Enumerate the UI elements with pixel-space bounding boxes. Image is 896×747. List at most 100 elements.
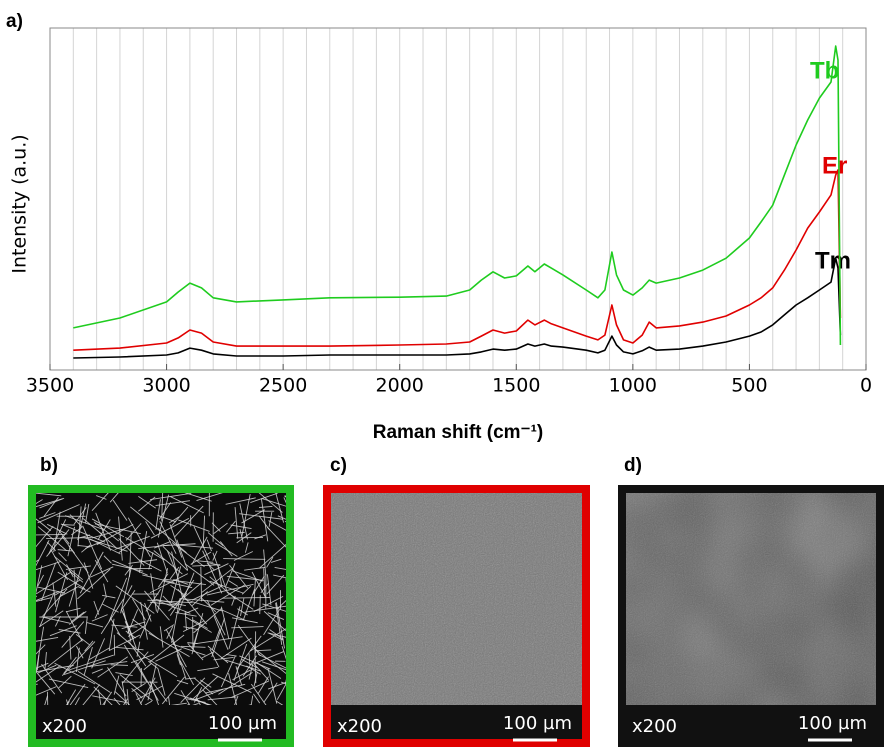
fiber [183,582,203,599]
fiber [68,654,114,671]
series-line [73,257,842,359]
fiber [228,673,238,705]
fiber [149,573,189,594]
fiber [36,518,52,532]
fiber [207,532,224,546]
fiber [248,653,251,666]
fiber [162,546,188,571]
fiber [131,687,143,699]
fiber [36,559,40,563]
fiber [170,506,189,527]
x-tick-label: 2500 [259,375,307,397]
fiber [143,656,178,677]
fiber [217,565,223,586]
fiber [209,580,244,594]
fiber [159,521,177,554]
fiber [123,644,148,683]
fiber [232,617,258,624]
fiber [69,683,86,705]
fiber [54,615,61,627]
fiber [118,541,134,554]
fiber [250,493,278,503]
fiber [58,552,67,562]
fiber [234,695,239,705]
fiber [68,569,84,583]
fiber [74,697,80,705]
fiber [166,625,174,639]
fiber [253,693,261,704]
x-tick-label: 2000 [376,375,424,397]
fiber [257,653,286,669]
fiber [121,681,127,705]
fiber [77,506,82,547]
fiber [209,576,237,600]
fiber [219,541,233,557]
fiber [132,618,159,640]
fiber [263,610,286,632]
fiber [225,562,236,586]
fiber [192,619,208,629]
fiber [96,495,107,500]
fiber [263,549,267,576]
fiber [91,668,103,674]
fiber [163,580,193,589]
fiber [193,686,203,703]
fiber [61,535,76,554]
fiber [207,696,237,701]
fiber [236,635,262,670]
magnification: x200 [42,716,87,737]
fiber [85,541,101,549]
fiber [206,599,226,636]
fiber [273,574,286,579]
fiber [36,498,63,508]
fiber [156,542,168,574]
fiber [108,618,115,651]
fiber [191,613,204,655]
fiber [119,674,153,702]
fiber [165,629,187,668]
fiber [261,661,286,671]
fiber [169,524,183,558]
fiber [169,566,180,580]
x-tick-label: 500 [731,375,767,397]
fiber [258,515,270,531]
fiber [44,652,47,670]
fiber [283,497,286,504]
fiber [275,602,285,649]
fiber [197,560,214,563]
panel-label: c) [330,455,347,476]
fiber [179,598,225,603]
fiber [94,523,141,535]
fiber [144,590,170,621]
fiber [97,519,111,540]
fiber [102,691,113,705]
fiber [149,634,185,663]
fiber [254,534,267,540]
fiber [139,614,152,639]
fiber [223,558,266,560]
fiber [184,677,196,680]
x-tick-label: 3500 [26,375,74,397]
fiber [197,666,219,672]
fiber [253,578,256,607]
fiber [88,661,128,668]
fiber [144,602,152,622]
fiber [76,645,84,659]
fiber [128,559,158,564]
sem-image [28,485,294,747]
fiber [168,516,180,524]
fiber [118,538,145,566]
fiber [161,676,186,705]
fiber [191,536,208,566]
x-tick-label: 3000 [142,375,190,397]
fiber [196,697,201,705]
fiber [259,543,286,569]
fiber [214,542,238,557]
fiber [61,621,85,648]
fiber [168,696,171,705]
fiber [100,598,124,635]
fiber [98,689,102,705]
fiber [212,552,228,591]
fiber [94,559,109,583]
fiber [147,663,157,701]
